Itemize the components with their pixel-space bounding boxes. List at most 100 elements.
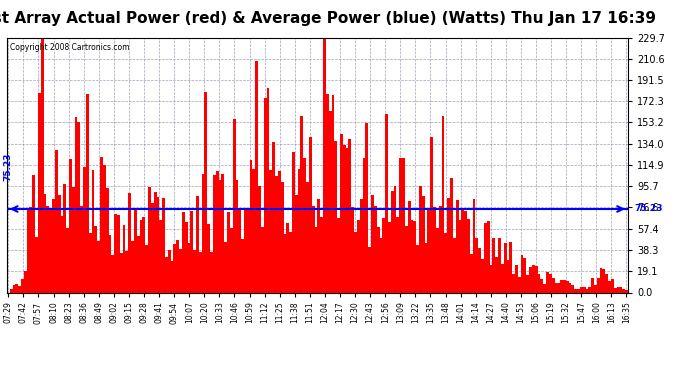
Bar xyxy=(504,243,506,292)
Bar xyxy=(391,191,393,292)
Bar xyxy=(250,160,253,292)
Bar xyxy=(255,61,258,292)
Bar xyxy=(176,240,179,292)
Bar xyxy=(193,249,196,292)
Bar xyxy=(521,255,524,292)
Bar xyxy=(424,243,428,292)
Bar xyxy=(35,237,38,292)
Text: Copyright 2008 Cartronics.com: Copyright 2008 Cartronics.com xyxy=(10,43,130,52)
Bar xyxy=(154,192,157,292)
Bar xyxy=(464,211,467,292)
Bar xyxy=(614,288,617,292)
Bar xyxy=(233,119,235,292)
Bar xyxy=(580,286,583,292)
Bar xyxy=(238,210,242,292)
Bar xyxy=(591,278,594,292)
Bar xyxy=(108,235,111,292)
Bar xyxy=(377,227,380,292)
Bar xyxy=(18,286,21,292)
Bar xyxy=(622,289,625,292)
Bar xyxy=(244,210,247,292)
Bar xyxy=(535,266,538,292)
Bar xyxy=(566,281,569,292)
Bar xyxy=(385,114,388,292)
Text: 75.23: 75.23 xyxy=(634,204,662,213)
Bar xyxy=(602,269,605,292)
Bar xyxy=(529,267,532,292)
Bar xyxy=(264,98,266,292)
Bar xyxy=(170,261,173,292)
Bar xyxy=(450,178,453,292)
Bar xyxy=(15,284,18,292)
Bar xyxy=(512,274,515,292)
Bar xyxy=(380,238,382,292)
Bar xyxy=(190,211,193,292)
Bar xyxy=(241,238,244,292)
Bar xyxy=(235,180,238,292)
Bar xyxy=(41,38,43,292)
Bar xyxy=(462,210,464,292)
Bar xyxy=(413,221,416,292)
Bar xyxy=(157,197,159,292)
Bar xyxy=(540,279,543,292)
Bar xyxy=(38,93,41,292)
Bar xyxy=(433,207,436,292)
Bar xyxy=(560,280,563,292)
Text: West Array Actual Power (red) & Average Power (blue) (Watts) Thu Jan 17 16:39: West Array Actual Power (red) & Average … xyxy=(0,11,656,26)
Bar xyxy=(77,122,80,292)
Bar xyxy=(32,176,35,292)
Bar xyxy=(69,159,72,292)
Bar xyxy=(467,219,470,292)
Bar xyxy=(165,257,168,292)
Bar xyxy=(289,232,292,292)
Bar xyxy=(134,210,137,292)
Bar xyxy=(486,220,490,292)
Bar xyxy=(501,264,504,292)
Bar xyxy=(346,148,348,292)
Bar xyxy=(188,243,190,292)
Bar xyxy=(543,284,546,292)
Bar xyxy=(382,218,385,292)
Bar xyxy=(583,287,586,292)
Bar xyxy=(131,241,134,292)
Bar xyxy=(227,212,230,292)
Bar xyxy=(439,206,442,292)
Bar xyxy=(495,257,498,292)
Bar xyxy=(509,242,512,292)
Bar xyxy=(300,116,304,292)
Bar xyxy=(106,188,108,292)
Bar xyxy=(574,289,577,292)
Bar xyxy=(295,195,297,292)
Bar xyxy=(145,245,148,292)
Bar xyxy=(371,195,374,292)
Bar xyxy=(357,219,359,292)
Bar xyxy=(213,175,216,292)
Bar xyxy=(493,238,495,292)
Bar xyxy=(258,186,261,292)
Bar xyxy=(348,139,351,292)
Bar xyxy=(204,92,207,292)
Bar xyxy=(312,206,315,292)
Bar xyxy=(278,171,281,292)
Bar xyxy=(128,194,131,292)
Bar xyxy=(402,158,405,292)
Bar xyxy=(199,252,201,292)
Bar xyxy=(320,216,323,292)
Bar xyxy=(428,208,431,292)
Bar xyxy=(611,279,614,292)
Bar xyxy=(63,184,66,292)
Bar xyxy=(58,195,61,292)
Bar xyxy=(75,117,77,292)
Bar xyxy=(374,206,377,292)
Bar xyxy=(224,242,227,292)
Bar xyxy=(92,170,95,292)
Bar xyxy=(538,274,540,292)
Bar xyxy=(563,279,566,292)
Bar xyxy=(506,260,509,292)
Bar xyxy=(518,277,521,292)
Bar xyxy=(552,278,555,292)
Bar xyxy=(151,203,154,292)
Bar xyxy=(162,198,165,292)
Bar xyxy=(436,228,439,292)
Bar xyxy=(442,116,444,292)
